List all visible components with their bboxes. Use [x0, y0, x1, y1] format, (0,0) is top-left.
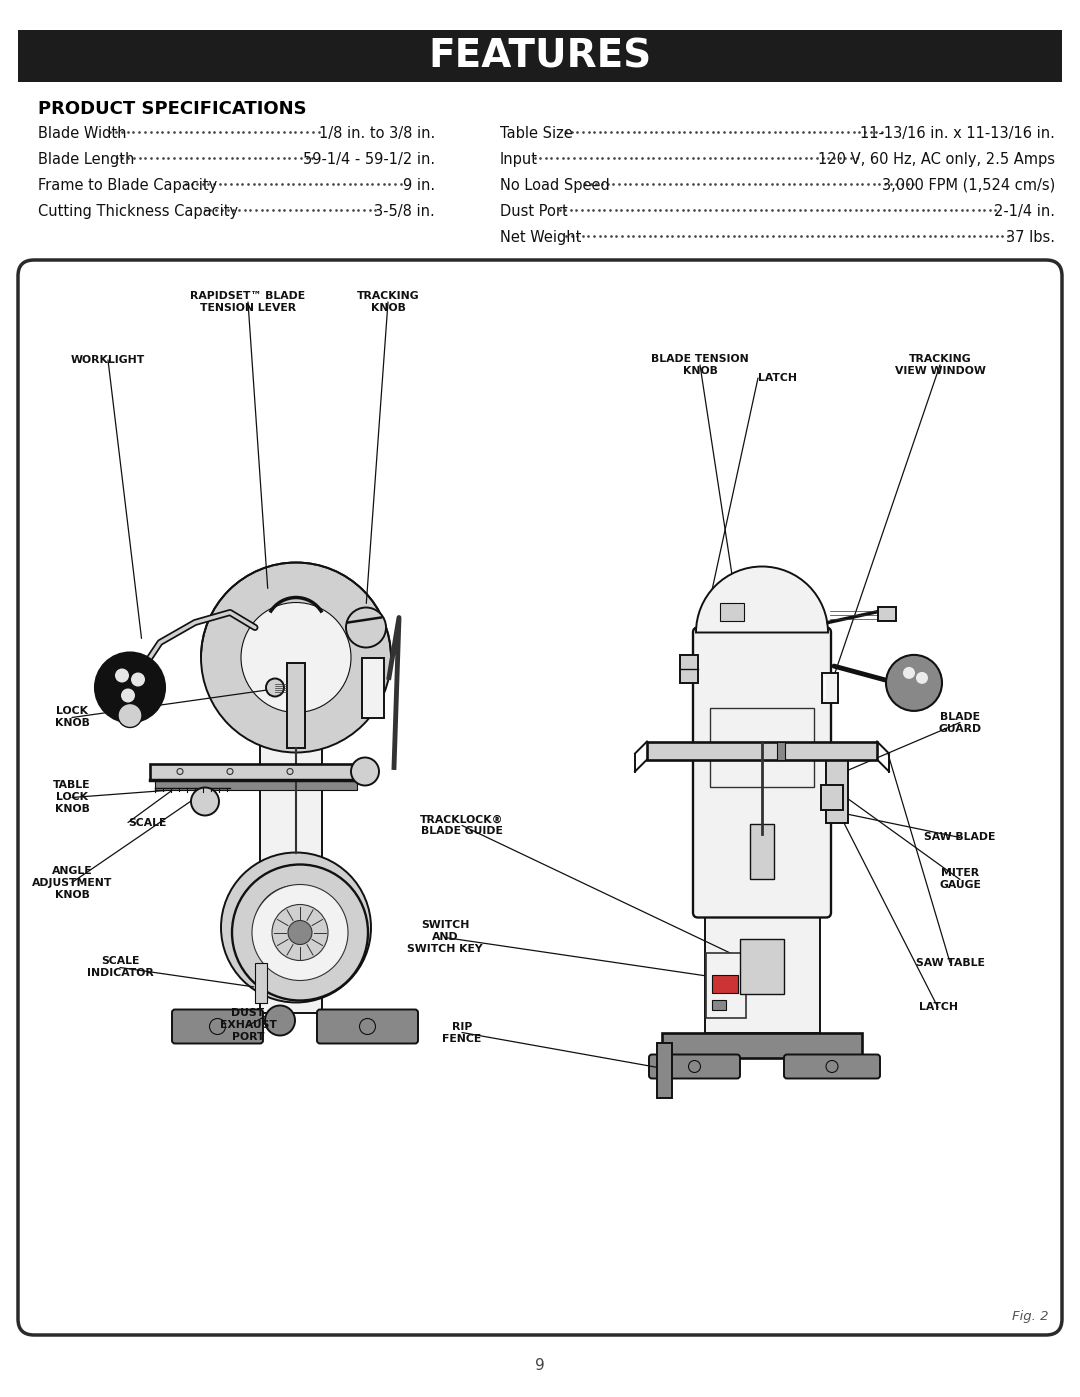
Bar — [720, 602, 744, 620]
Bar — [706, 953, 746, 1017]
Bar — [826, 747, 848, 823]
Bar — [255, 963, 267, 1003]
Bar — [878, 606, 896, 620]
FancyBboxPatch shape — [693, 627, 831, 918]
Text: 9: 9 — [535, 1358, 545, 1372]
Text: SCALE
INDICATOR: SCALE INDICATOR — [86, 957, 153, 978]
Circle shape — [232, 865, 368, 1000]
Text: TRACKLOCK®
BLADE GUIDE: TRACKLOCK® BLADE GUIDE — [420, 814, 503, 837]
Text: Blade Width: Blade Width — [38, 126, 126, 141]
Circle shape — [266, 679, 284, 697]
Circle shape — [903, 666, 915, 679]
Bar — [712, 975, 738, 992]
Circle shape — [886, 655, 942, 711]
Text: Blade Length: Blade Length — [38, 152, 134, 168]
Text: 3,000 FPM (1,524 cm/s): 3,000 FPM (1,524 cm/s) — [881, 177, 1055, 193]
Circle shape — [252, 884, 348, 981]
Text: Net Weight: Net Weight — [500, 231, 581, 244]
Text: WORKLIGHT: WORKLIGHT — [71, 355, 145, 365]
Bar — [750, 824, 774, 879]
FancyBboxPatch shape — [318, 1010, 418, 1044]
Bar — [156, 780, 357, 789]
Text: Table Size: Table Size — [500, 126, 572, 141]
Circle shape — [131, 672, 145, 686]
Text: RIP
FENCE: RIP FENCE — [443, 1021, 482, 1044]
Text: 9 in.: 9 in. — [403, 177, 435, 193]
Text: Input: Input — [500, 152, 538, 168]
Circle shape — [95, 652, 165, 722]
Circle shape — [265, 1006, 295, 1035]
Text: TABLE
LOCK
KNOB: TABLE LOCK KNOB — [53, 781, 91, 814]
Text: Cutting Thickness Capacity: Cutting Thickness Capacity — [38, 204, 238, 219]
Text: 2-1/4 in.: 2-1/4 in. — [994, 204, 1055, 219]
Bar — [822, 672, 838, 703]
Text: 120 V, 60 Hz, AC only, 2.5 Amps: 120 V, 60 Hz, AC only, 2.5 Amps — [818, 152, 1055, 168]
Bar — [647, 742, 877, 760]
Circle shape — [221, 852, 372, 1003]
Text: SCALE: SCALE — [129, 817, 166, 827]
Bar — [680, 655, 698, 683]
Bar — [704, 902, 820, 1032]
FancyBboxPatch shape — [172, 1010, 264, 1044]
Circle shape — [254, 886, 338, 970]
Text: No Load Speed: No Load Speed — [500, 177, 610, 193]
Text: SAW BLADE: SAW BLADE — [924, 833, 996, 842]
Text: 11-13/16 in. x 11-13/16 in.: 11-13/16 in. x 11-13/16 in. — [860, 126, 1055, 141]
Bar — [740, 939, 784, 993]
Circle shape — [241, 602, 351, 712]
Circle shape — [191, 788, 219, 816]
Bar — [18, 29, 1062, 82]
Circle shape — [916, 672, 928, 685]
Circle shape — [114, 669, 129, 683]
Text: DUST
EXHAUST
PORT: DUST EXHAUST PORT — [219, 1009, 276, 1042]
Bar — [821, 785, 843, 809]
Wedge shape — [696, 567, 828, 633]
Text: SWITCH
AND
SWITCH KEY: SWITCH AND SWITCH KEY — [407, 921, 483, 954]
Text: LATCH: LATCH — [758, 373, 797, 383]
FancyBboxPatch shape — [649, 1055, 740, 1078]
Text: LATCH: LATCH — [918, 1003, 958, 1013]
Bar — [710, 708, 814, 787]
Bar — [260, 583, 322, 1013]
Text: LOCK
KNOB: LOCK KNOB — [55, 707, 90, 728]
Bar — [150, 764, 360, 780]
Circle shape — [346, 608, 386, 647]
Bar — [777, 742, 785, 760]
Text: MITER
GAUGE: MITER GAUGE — [940, 869, 981, 890]
Circle shape — [288, 921, 312, 944]
Circle shape — [201, 563, 391, 753]
Text: FEATURES: FEATURES — [429, 36, 651, 75]
Text: 1/8 in. to 3/8 in.: 1/8 in. to 3/8 in. — [319, 126, 435, 141]
Text: 59-1/4 - 59-1/2 in.: 59-1/4 - 59-1/2 in. — [302, 152, 435, 168]
Circle shape — [121, 689, 135, 703]
Bar — [287, 662, 305, 747]
Circle shape — [272, 904, 328, 961]
Text: BLADE TENSION
KNOB: BLADE TENSION KNOB — [651, 353, 748, 376]
Bar — [712, 999, 726, 1010]
Text: 3-5/8 in.: 3-5/8 in. — [375, 204, 435, 219]
Text: 37 lbs.: 37 lbs. — [1005, 231, 1055, 244]
Text: TRACKING
VIEW WINDOW: TRACKING VIEW WINDOW — [894, 353, 985, 376]
Bar — [657, 1042, 672, 1098]
Text: Frame to Blade Capacity: Frame to Blade Capacity — [38, 177, 217, 193]
Text: Fig. 2: Fig. 2 — [1012, 1310, 1048, 1323]
Circle shape — [118, 704, 141, 728]
Text: Dust Port: Dust Port — [500, 204, 568, 219]
Text: BLADE
GUARD: BLADE GUARD — [939, 711, 982, 733]
Text: RAPIDSET™ BLADE
TENSION LEVER: RAPIDSET™ BLADE TENSION LEVER — [190, 291, 306, 313]
Text: TRACKING
KNOB: TRACKING KNOB — [356, 291, 419, 313]
Text: SAW TABLE: SAW TABLE — [916, 957, 985, 968]
Bar — [362, 658, 384, 718]
Bar — [662, 1032, 862, 1058]
Circle shape — [351, 757, 379, 785]
FancyBboxPatch shape — [18, 260, 1062, 1336]
FancyBboxPatch shape — [784, 1055, 880, 1078]
Text: ANGLE
ADJUSTMENT
KNOB: ANGLE ADJUSTMENT KNOB — [31, 866, 112, 900]
Text: PRODUCT SPECIFICATIONS: PRODUCT SPECIFICATIONS — [38, 101, 307, 117]
